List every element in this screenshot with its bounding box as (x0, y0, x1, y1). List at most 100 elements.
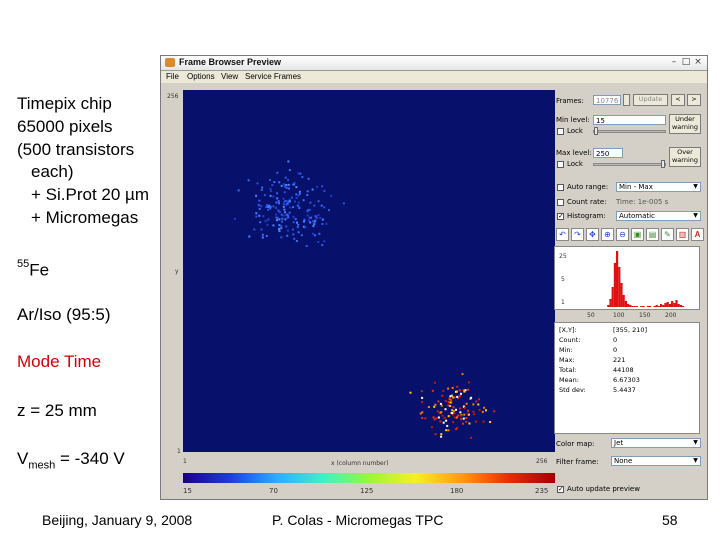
stat-stddev-label: Std dev: (559, 386, 586, 394)
hit-pixel-cluster-1 (289, 206, 292, 209)
pan-icon[interactable]: ✥ (586, 228, 599, 241)
minimize-icon[interactable]: – (671, 57, 677, 67)
undo-icon[interactable]: ↶ (556, 228, 569, 241)
hist-y-tick-1: 25 (559, 253, 567, 260)
min-level-field[interactable]: 15 (593, 115, 666, 125)
max-level-field[interactable]: 250 (593, 148, 623, 158)
hit-pixel-cluster-1 (282, 205, 285, 208)
hit-pixel-cluster-1 (288, 187, 290, 190)
filter-select[interactable]: None ▼ (611, 456, 701, 466)
hit-pixel-cluster-2 (459, 407, 462, 410)
histogram-bar (655, 305, 658, 307)
histogram-select[interactable]: Automatic ▼ (616, 211, 701, 221)
filter-value: None (614, 457, 633, 465)
frames-field[interactable]: 10776 (593, 95, 621, 105)
x-axis-right: 256 (536, 458, 548, 465)
frame-image[interactable] (183, 90, 555, 452)
hit-pixel-cluster-2 (457, 414, 460, 417)
over-warning-button[interactable]: Over warning (669, 147, 701, 167)
update-button[interactable]: Update (633, 94, 668, 106)
vmesh-subscript: mesh (28, 459, 56, 472)
countrate-checkbox[interactable] (557, 199, 564, 206)
hit-pixel-cluster-1 (287, 216, 290, 219)
hit-pixel-cluster-1 (266, 223, 269, 226)
print-icon[interactable]: ▥ (676, 228, 689, 241)
hit-pixel-cluster-1 (280, 225, 283, 228)
y-axis-top: 256 (167, 93, 179, 100)
menu-file[interactable]: File (166, 72, 179, 81)
menu-options[interactable]: Options (187, 72, 215, 81)
hit-pixel-cluster-1 (275, 216, 278, 219)
menu-service-frames[interactable]: Service Frames (245, 72, 302, 81)
hit-pixel-cluster-1 (292, 233, 295, 236)
text-annotation-icon[interactable]: A (691, 228, 704, 241)
autoupdate-checkbox[interactable]: ✓ (557, 486, 564, 493)
image-icon[interactable]: ▣ (631, 228, 644, 241)
prev-frame-button[interactable]: < (671, 94, 685, 106)
hit-pixel-cluster-1 (247, 179, 250, 182)
statistics-panel: [X,Y]: [355, 210] Count: 0 Min: 0 Max: 2… (554, 322, 700, 434)
chevron-down-icon: ▼ (693, 439, 698, 446)
hit-pixel-cluster-1 (300, 234, 303, 237)
max-level-thumb[interactable] (661, 160, 665, 168)
hit-pixel-cluster-1 (256, 182, 259, 185)
next-frame-button[interactable]: > (687, 94, 701, 106)
histogram-checkbox[interactable]: ✓ (557, 213, 564, 220)
hit-pixel-cluster-1 (272, 195, 275, 198)
autorange-select[interactable]: Min - Max ▼ (616, 182, 701, 192)
hit-pixel-cluster-1 (257, 204, 260, 207)
hit-pixel-cluster-2 (442, 421, 445, 424)
hit-pixel-cluster-2 (456, 395, 459, 398)
y-axis-bottom: 1 (177, 448, 181, 455)
hit-pixel-cluster-1 (321, 244, 324, 247)
hit-pixel-cluster-1 (314, 215, 317, 218)
hit-pixel-cluster-1 (237, 189, 240, 192)
max-level-slider[interactable] (593, 163, 666, 166)
maximize-icon[interactable]: □ (681, 57, 691, 67)
menu-view[interactable]: View (221, 72, 239, 81)
hit-pixel-cluster-2 (463, 406, 466, 409)
frames-spinner[interactable] (623, 94, 630, 106)
hit-pixel-cluster-1 (287, 179, 290, 182)
hit-pixel-cluster-1 (278, 211, 281, 214)
autorange-checkbox[interactable] (557, 184, 564, 191)
isotope-mass: 55 (17, 258, 30, 270)
hit-pixel-cluster-2 (445, 419, 448, 422)
hit-pixel-cluster-2 (489, 421, 492, 423)
hit-pixel-cluster-2 (462, 422, 464, 425)
hit-pixel-cluster-1 (284, 218, 287, 221)
close-icon[interactable]: × (694, 57, 702, 67)
zoom-in-icon[interactable]: ⊕ (601, 228, 614, 241)
copy-icon[interactable]: ✎ (661, 228, 674, 241)
redo-icon[interactable]: ↷ (571, 228, 584, 241)
zoom-out-icon[interactable]: ⊖ (616, 228, 629, 241)
window-title: Frame Browser Preview (179, 57, 282, 67)
under-warning-button[interactable]: Under warning (669, 114, 701, 134)
min-lock-checkbox[interactable] (557, 128, 564, 135)
hit-pixel-cluster-2 (452, 421, 455, 424)
hit-pixel-cluster-1 (296, 226, 299, 229)
colormap-select[interactable]: Jet ▼ (611, 438, 701, 448)
histogram-bar (682, 306, 685, 307)
hit-pixel-cluster-1 (297, 194, 300, 197)
histogram-bar (607, 305, 610, 307)
save-image-icon[interactable]: ▤ (646, 228, 659, 241)
hit-pixel-cluster-1 (263, 194, 266, 197)
vmesh-value: = -340 V (55, 449, 125, 468)
stat-stddev-value: 5.4437 (613, 386, 636, 394)
hit-pixel-cluster-2 (478, 408, 481, 411)
hit-pixel-cluster-1 (261, 186, 264, 189)
hit-pixel-cluster-2 (421, 411, 424, 414)
hit-pixel-cluster-2 (435, 417, 438, 420)
max-lock-checkbox[interactable] (557, 161, 564, 168)
hit-pixel-cluster-1 (259, 221, 262, 224)
colormap-label: Color map: (556, 440, 595, 448)
hit-pixel-cluster-2 (458, 395, 461, 398)
hit-pixel-cluster-2 (462, 405, 465, 408)
min-level-thumb[interactable] (594, 127, 598, 135)
min-level-slider[interactable] (593, 130, 666, 133)
hit-pixel-cluster-2 (433, 418, 436, 421)
hit-pixel-cluster-1 (255, 212, 258, 215)
hit-pixel-cluster-1 (295, 186, 298, 189)
hit-pixel-cluster-1 (313, 234, 316, 237)
